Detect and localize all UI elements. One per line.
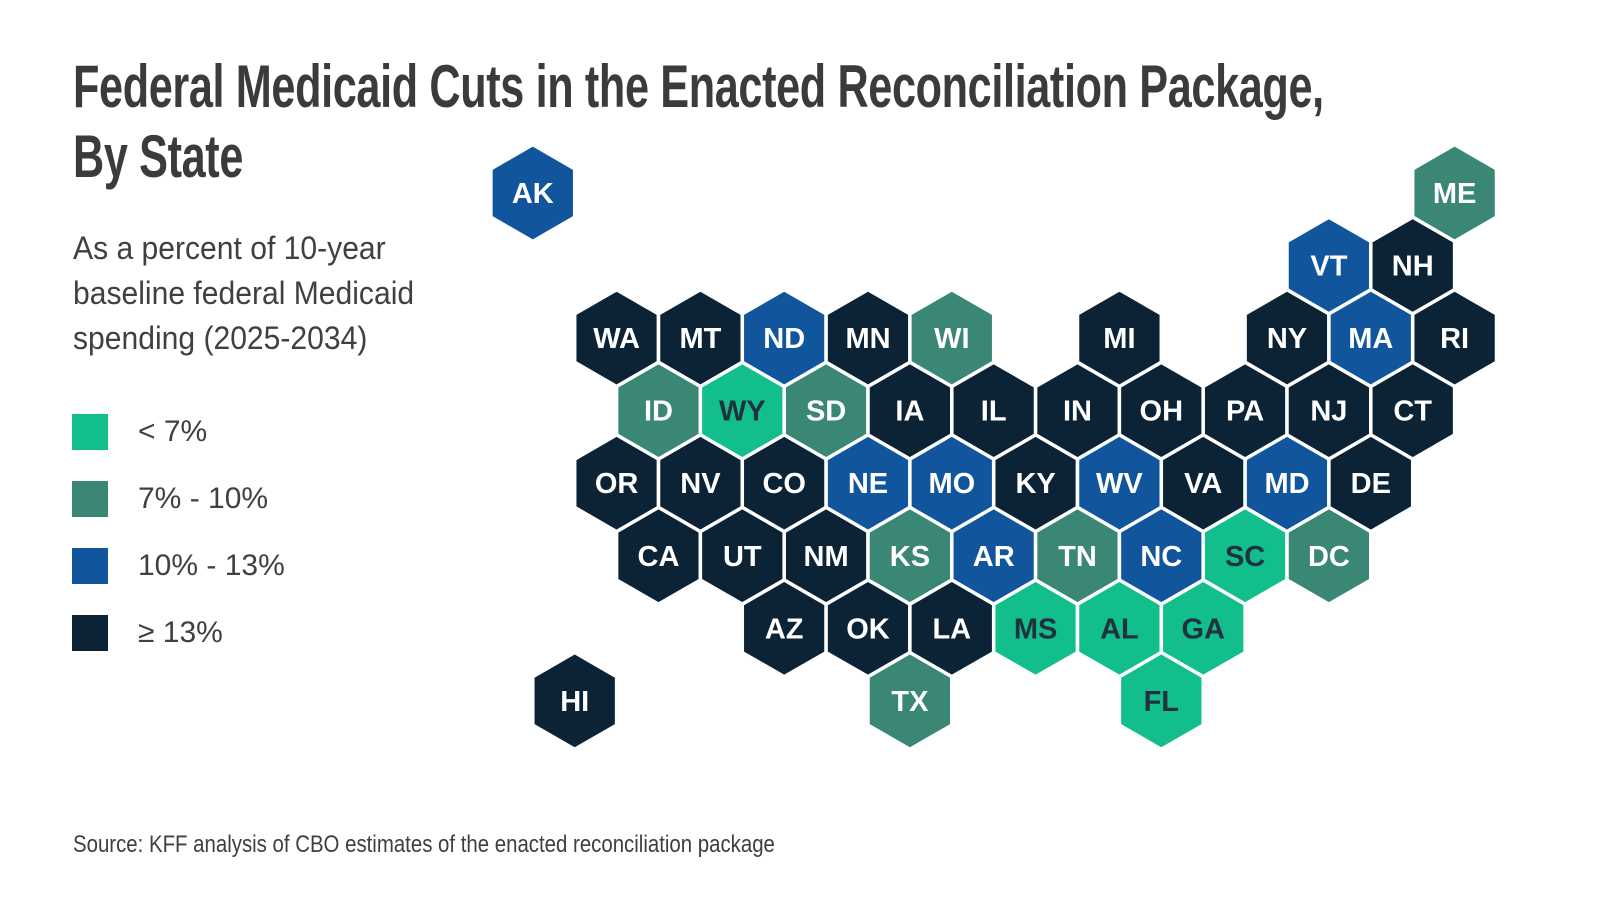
state-label: KS xyxy=(890,541,930,573)
state-label: TN xyxy=(1058,541,1097,573)
state-label: UT xyxy=(723,541,762,573)
state-label: HI xyxy=(560,686,589,718)
state-hex-de[interactable]: DE xyxy=(1327,432,1415,534)
legend-item-3: ≥ 13% xyxy=(72,615,285,651)
state-hex-nj[interactable]: NJ xyxy=(1285,360,1373,462)
legend-label-0: < 7% xyxy=(138,415,208,448)
legend-swatch-3 xyxy=(72,615,108,651)
state-hex-nc[interactable]: NC xyxy=(1117,505,1205,607)
state-hex-mi[interactable]: MI xyxy=(1075,287,1164,389)
state-label: AR xyxy=(973,541,1015,573)
state-hex-shape xyxy=(1285,505,1373,607)
state-hex-co[interactable]: CO xyxy=(740,432,828,534)
state-hex-ca[interactable]: CA xyxy=(614,505,703,607)
state-label: DE xyxy=(1351,468,1391,500)
state-label: ID xyxy=(644,396,673,428)
state-label: DC xyxy=(1308,541,1350,573)
state-label: NY xyxy=(1267,323,1307,355)
state-hex-fl[interactable]: FL xyxy=(1117,650,1205,752)
state-hex-nh[interactable]: NH xyxy=(1369,215,1457,316)
state-label: SD xyxy=(806,396,846,428)
state-label: MI xyxy=(1103,323,1135,355)
state-label: MN xyxy=(845,323,890,355)
state-label: PA xyxy=(1226,396,1264,428)
state-label: VT xyxy=(1310,251,1347,283)
legend-label-2: 10% - 13% xyxy=(138,549,285,582)
chart-subtitle: As a percent of 10-year baseline federal… xyxy=(73,226,414,361)
state-label: FL xyxy=(1144,686,1179,718)
legend-item-1: 7% - 10% xyxy=(72,481,285,517)
state-label: OK xyxy=(846,613,890,645)
state-label: WI xyxy=(934,323,969,355)
state-label: MT xyxy=(679,323,721,355)
state-hex-in[interactable]: IN xyxy=(1033,360,1122,462)
state-label: NC xyxy=(1140,541,1182,573)
state-hex-ut[interactable]: UT xyxy=(698,505,786,607)
state-label: SC xyxy=(1225,541,1265,573)
state-label: MD xyxy=(1264,468,1309,500)
chart-title: Federal Medicaid Cuts in the Enacted Rec… xyxy=(73,52,1324,192)
legend-swatch-2 xyxy=(72,548,108,584)
state-hex-ct[interactable]: CT xyxy=(1369,360,1457,462)
legend-label-1: 7% - 10% xyxy=(138,482,269,515)
state-label: AZ xyxy=(765,613,804,645)
state-label: IN xyxy=(1063,396,1092,428)
state-label: ND xyxy=(763,323,805,355)
state-label: OR xyxy=(595,468,639,500)
state-hex-shape xyxy=(1117,650,1205,752)
state-label: AK xyxy=(512,178,554,210)
state-label: AL xyxy=(1100,613,1139,645)
state-label: ME xyxy=(1433,178,1477,210)
state-hex-dc[interactable]: DC xyxy=(1285,505,1373,607)
state-label: CA xyxy=(638,541,680,573)
state-label: MA xyxy=(1348,323,1393,355)
legend-item-0: < 7% xyxy=(72,414,285,450)
chart-subtitle-line2: baseline federal Medicaid xyxy=(73,275,415,311)
state-hex-ak[interactable]: AK xyxy=(489,142,577,244)
legend-label-3: ≥ 13% xyxy=(138,616,223,649)
state-label: IA xyxy=(895,396,924,428)
state-label: IL xyxy=(981,396,1007,428)
state-label: TX xyxy=(891,686,929,718)
state-hex-hi[interactable]: HI xyxy=(531,650,619,752)
chart-title-line2: By State xyxy=(73,123,243,190)
legend-swatch-0 xyxy=(72,414,108,450)
state-label: NH xyxy=(1392,251,1434,283)
state-label: MO xyxy=(928,468,975,500)
state-hex-tx[interactable]: TX xyxy=(866,650,954,752)
state-label: NM xyxy=(804,541,849,573)
state-hex-me[interactable]: ME xyxy=(1410,142,1499,244)
chart-subtitle-line3: spending (2025-2034) xyxy=(73,320,368,356)
state-label: OH xyxy=(1140,396,1184,428)
state-label: MS xyxy=(1014,613,1058,645)
legend-item-2: 10% - 13% xyxy=(72,548,285,584)
state-label: NV xyxy=(680,468,721,500)
state-label: WY xyxy=(719,396,766,428)
chart-subtitle-line1: As a percent of 10-year xyxy=(73,230,386,266)
state-label: CO xyxy=(762,468,806,500)
state-label: NJ xyxy=(1310,396,1347,428)
state-hex-oh[interactable]: OH xyxy=(1117,360,1205,462)
state-label: RI xyxy=(1440,323,1469,355)
state-hex-shape xyxy=(866,650,954,752)
legend-swatch-1 xyxy=(72,481,108,517)
state-label: CT xyxy=(1393,396,1432,428)
state-label: LA xyxy=(932,613,971,645)
state-hex-shape xyxy=(489,142,577,244)
state-label: GA xyxy=(1181,613,1225,645)
state-hex-shape xyxy=(531,650,619,752)
state-label: KY xyxy=(1015,468,1055,500)
state-label: WV xyxy=(1096,468,1143,500)
state-label: VA xyxy=(1184,468,1222,500)
legend: < 7% 7% - 10% 10% - 13% ≥ 13% xyxy=(72,414,285,682)
source-note: Source: KFF analysis of CBO estimates of… xyxy=(73,831,775,858)
state-label: NE xyxy=(848,468,888,500)
state-label: WA xyxy=(593,323,640,355)
chart-title-line1: Federal Medicaid Cuts in the Enacted Rec… xyxy=(73,53,1324,120)
